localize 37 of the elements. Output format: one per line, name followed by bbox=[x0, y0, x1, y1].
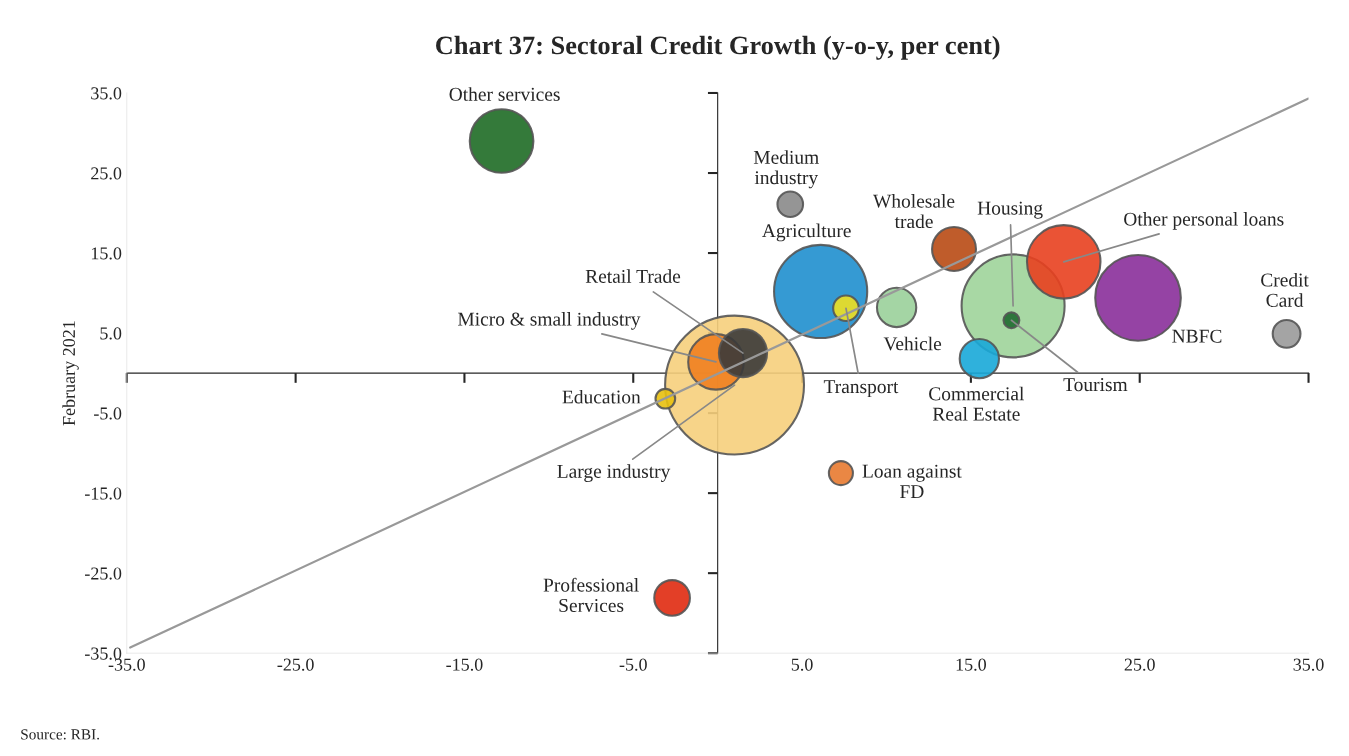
y-axis-title: February 2021 bbox=[62, 321, 79, 426]
y-tick-label: 35.0 bbox=[91, 87, 122, 100]
x-tick-label: -35.0 bbox=[108, 658, 145, 671]
x-tick-label: -25.0 bbox=[277, 658, 314, 671]
x-tick-label: 25.0 bbox=[1124, 658, 1155, 671]
annotation: Large industry bbox=[557, 464, 671, 482]
annotation: Professional Services bbox=[543, 577, 639, 612]
y-tick-label: 15.0 bbox=[91, 247, 122, 260]
annotation: Micro & small industry bbox=[457, 312, 641, 330]
annotation: NBFC bbox=[1172, 329, 1222, 343]
y-tick-label: -5.0 bbox=[94, 407, 122, 420]
x-tick-label: 35.0 bbox=[1293, 658, 1324, 671]
annotation: Commercial Real Estate bbox=[929, 386, 1024, 421]
y-tick-label: -25.0 bbox=[85, 567, 122, 580]
x-tick-label: 5.0 bbox=[791, 658, 813, 671]
annotation: Vehicle bbox=[883, 336, 942, 351]
annotation: Other services bbox=[449, 87, 560, 101]
annotation: Retail Trade bbox=[585, 269, 681, 283]
x-tick-label: 15.0 bbox=[956, 658, 986, 671]
annotation: Tourism bbox=[1063, 378, 1128, 392]
annotation: Medium industry bbox=[753, 150, 819, 189]
annotation: Housing bbox=[977, 201, 1043, 219]
chart-title: Chart 37: Sectoral Credit Growth (y-o-y, per cent) bbox=[436, 35, 1000, 60]
y-tick-label: -35.0 bbox=[85, 647, 122, 660]
annotation: Agriculture bbox=[762, 223, 851, 242]
x-tick-label: -5.0 bbox=[619, 658, 647, 671]
x-tick-label: -15.0 bbox=[446, 658, 483, 671]
annotation: Other personal loans bbox=[1124, 212, 1284, 230]
y-tick-label: 25.0 bbox=[91, 167, 122, 180]
annotation: Credit Card bbox=[1261, 272, 1309, 307]
y-tick-label: 5.0 bbox=[100, 327, 122, 340]
y-tick-label: -15.0 bbox=[85, 487, 122, 500]
annotation: Wholesale trade bbox=[873, 194, 955, 229]
annotation: Transport bbox=[823, 380, 899, 398]
annotation: Loan against FD bbox=[862, 464, 962, 498]
source-note: Source: RBI. bbox=[21, 729, 99, 740]
annotation: Education bbox=[562, 389, 641, 404]
